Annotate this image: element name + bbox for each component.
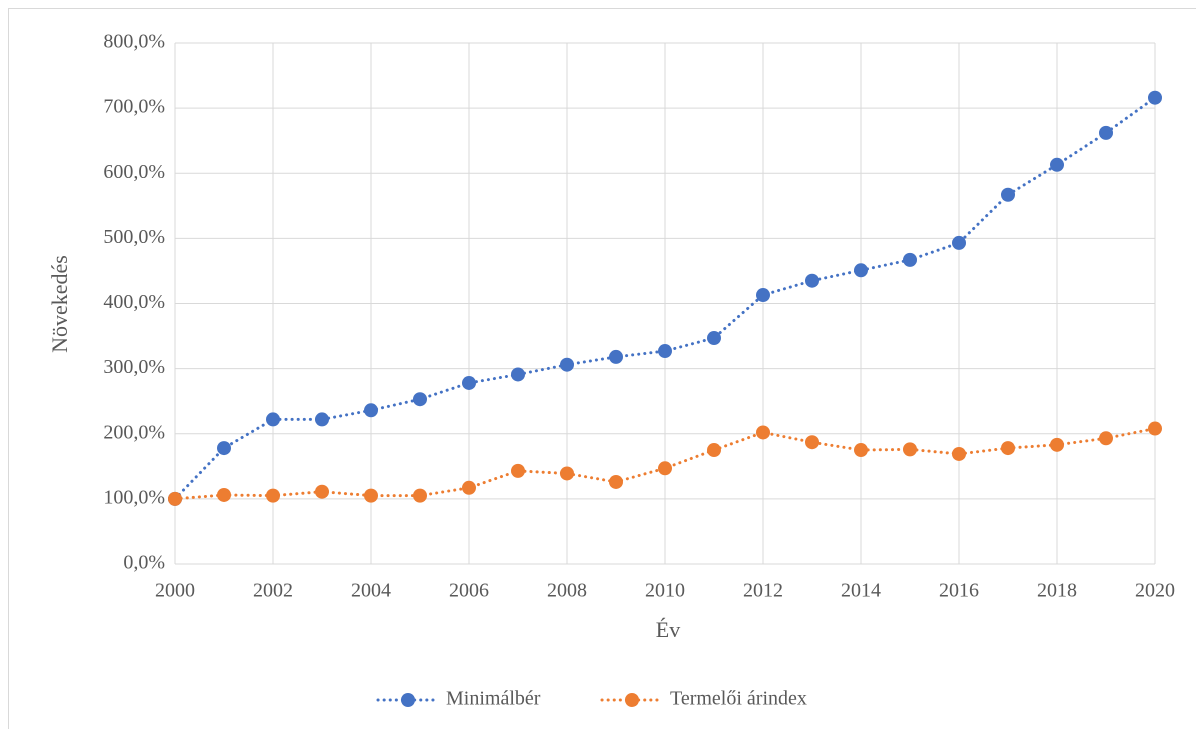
data-point — [315, 412, 329, 427]
x-tick-label: 2020 — [1135, 580, 1175, 602]
data-point — [266, 412, 280, 427]
y-tick-label: 300,0% — [103, 356, 165, 378]
y-tick-label: 200,0% — [103, 421, 165, 443]
data-point — [462, 480, 476, 495]
data-point — [560, 466, 574, 481]
data-point — [217, 441, 231, 456]
data-point — [1001, 187, 1015, 202]
data-point — [364, 488, 378, 503]
data-point — [805, 435, 819, 450]
data-point — [707, 331, 721, 346]
data-point — [609, 349, 623, 364]
data-point — [217, 487, 231, 502]
x-tick-label: 2012 — [743, 580, 783, 602]
y-axis-label: Növekedés — [47, 255, 72, 353]
y-tick-label: 0,0% — [123, 552, 165, 574]
data-point — [756, 425, 770, 440]
y-tick-label: 700,0% — [103, 96, 165, 118]
chart-frame — [8, 8, 1196, 729]
data-point — [462, 375, 476, 390]
data-point — [364, 403, 378, 418]
data-point — [854, 263, 868, 278]
x-tick-label: 2006 — [449, 580, 489, 602]
data-point — [756, 288, 770, 303]
data-point — [903, 252, 917, 267]
data-point — [658, 344, 672, 359]
data-point — [413, 488, 427, 503]
data-point — [266, 488, 280, 503]
x-tick-label: 2002 — [253, 580, 293, 602]
data-point — [1001, 441, 1015, 456]
legend-marker — [401, 693, 415, 707]
x-tick-label: 2000 — [155, 580, 195, 602]
data-point — [1050, 437, 1064, 452]
y-tick-label: 100,0% — [103, 486, 165, 508]
y-tick-label: 800,0% — [103, 31, 165, 53]
x-tick-label: 2010 — [645, 580, 685, 602]
series-line — [173, 427, 1157, 501]
data-point — [1099, 431, 1113, 446]
data-point — [609, 474, 623, 489]
data-point — [1148, 90, 1162, 105]
data-point — [952, 235, 966, 250]
data-point — [707, 443, 721, 458]
legend-marker — [625, 693, 639, 707]
data-point — [1099, 125, 1113, 140]
x-tick-label: 2018 — [1037, 580, 1077, 602]
x-tick-label: 2008 — [547, 580, 587, 602]
data-point — [511, 367, 525, 382]
x-axis-label: Év — [656, 617, 680, 642]
data-point — [413, 392, 427, 407]
y-tick-label: 500,0% — [103, 226, 165, 248]
data-point — [511, 463, 525, 478]
legend-label: Minimálbér — [446, 688, 541, 710]
y-tick-label: 400,0% — [103, 291, 165, 313]
data-point — [168, 491, 182, 506]
data-point — [658, 461, 672, 476]
x-tick-label: 2016 — [939, 580, 979, 602]
data-point — [1050, 157, 1064, 172]
data-point — [903, 442, 917, 457]
data-point — [315, 484, 329, 499]
data-point — [952, 446, 966, 461]
x-tick-label: 2004 — [351, 580, 391, 602]
data-point — [805, 273, 819, 288]
data-point — [560, 357, 574, 372]
series-line — [173, 96, 1157, 501]
data-point — [1148, 421, 1162, 436]
y-tick-label: 600,0% — [103, 161, 165, 183]
legend-label: Termelői árindex — [670, 688, 807, 710]
data-point — [854, 443, 868, 458]
x-tick-label: 2014 — [841, 580, 881, 602]
